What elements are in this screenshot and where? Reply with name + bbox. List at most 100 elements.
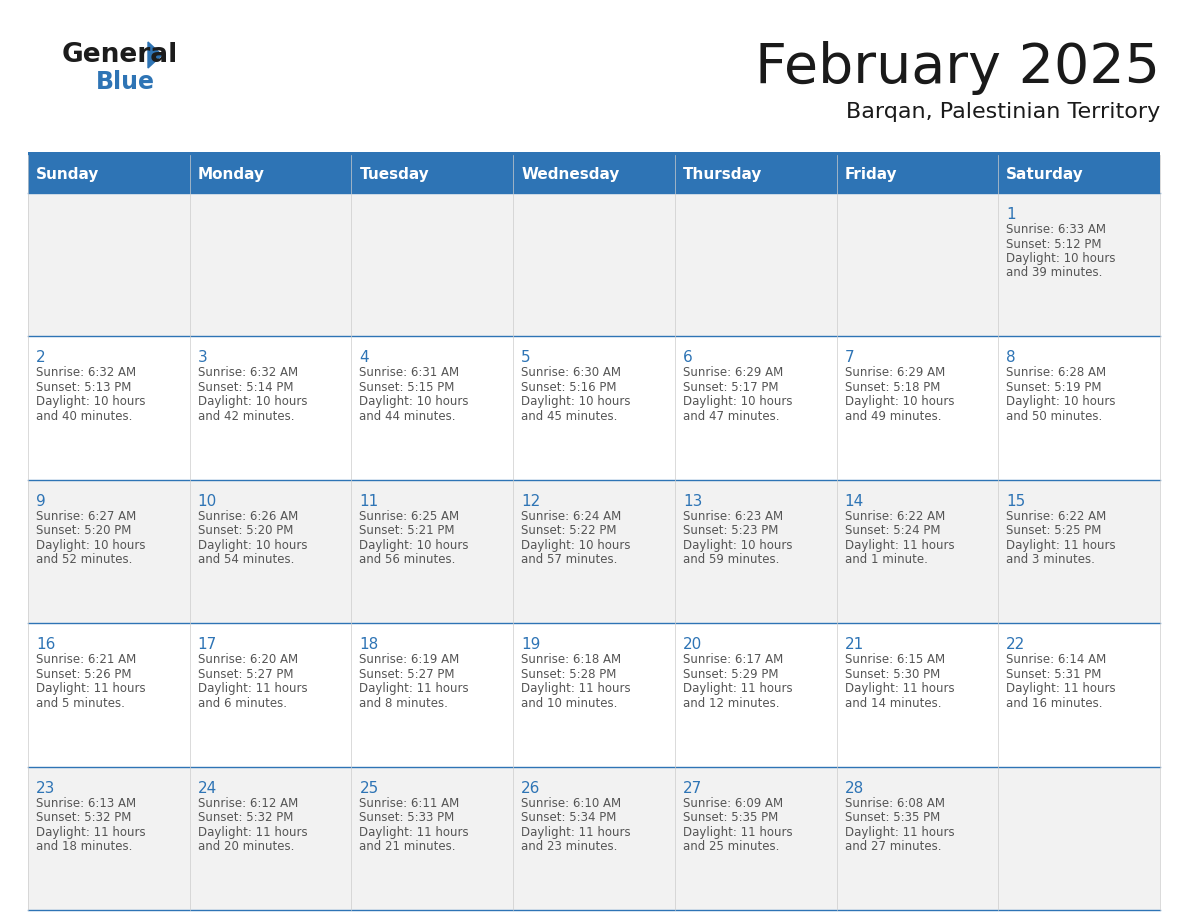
Text: Sunrise: 6:18 AM: Sunrise: 6:18 AM [522, 654, 621, 666]
Bar [675, 767, 836, 910]
Text: Sunrise: 6:22 AM: Sunrise: 6:22 AM [1006, 509, 1106, 522]
Text: Daylight: 10 hours: Daylight: 10 hours [522, 396, 631, 409]
Text: Sunset: 5:27 PM: Sunset: 5:27 PM [360, 667, 455, 681]
Text: Sunset: 5:12 PM: Sunset: 5:12 PM [1006, 238, 1101, 251]
Text: Sunrise: 6:32 AM: Sunrise: 6:32 AM [36, 366, 137, 379]
Bar [998, 480, 1159, 623]
Text: Daylight: 11 hours: Daylight: 11 hours [360, 825, 469, 839]
Text: 16: 16 [36, 637, 56, 652]
Text: Daylight: 11 hours: Daylight: 11 hours [360, 682, 469, 695]
Text: Sunrise: 6:20 AM: Sunrise: 6:20 AM [197, 654, 298, 666]
Text: Sunrise: 6:08 AM: Sunrise: 6:08 AM [845, 797, 944, 810]
Bar [29, 336, 190, 480]
Text: Daylight: 10 hours: Daylight: 10 hours [1006, 252, 1116, 265]
Text: Sunset: 5:26 PM: Sunset: 5:26 PM [36, 667, 132, 681]
Text: Sunrise: 6:32 AM: Sunrise: 6:32 AM [197, 366, 298, 379]
Text: Sunrise: 6:12 AM: Sunrise: 6:12 AM [197, 797, 298, 810]
Bar [836, 767, 998, 910]
Text: Sunrise: 6:27 AM: Sunrise: 6:27 AM [36, 509, 137, 522]
Text: and 5 minutes.: and 5 minutes. [36, 697, 125, 710]
Text: Sunrise: 6:10 AM: Sunrise: 6:10 AM [522, 797, 621, 810]
Text: Daylight: 10 hours: Daylight: 10 hours [197, 539, 308, 552]
Bar [675, 480, 836, 623]
Text: Sunset: 5:24 PM: Sunset: 5:24 PM [845, 524, 940, 537]
Text: Sunset: 5:29 PM: Sunset: 5:29 PM [683, 667, 778, 681]
Text: Sunset: 5:27 PM: Sunset: 5:27 PM [197, 667, 293, 681]
Text: and 59 minutes.: and 59 minutes. [683, 554, 779, 566]
Text: Daylight: 10 hours: Daylight: 10 hours [360, 396, 469, 409]
Text: Sunset: 5:20 PM: Sunset: 5:20 PM [197, 524, 293, 537]
Text: and 44 minutes.: and 44 minutes. [360, 410, 456, 423]
Bar [998, 155, 1159, 193]
Text: Daylight: 11 hours: Daylight: 11 hours [845, 825, 954, 839]
Bar [513, 767, 675, 910]
Bar [675, 155, 836, 193]
Text: and 49 minutes.: and 49 minutes. [845, 410, 941, 423]
Text: Wednesday: Wednesday [522, 166, 619, 182]
Text: Sunset: 5:28 PM: Sunset: 5:28 PM [522, 667, 617, 681]
Bar [513, 623, 675, 767]
Text: 9: 9 [36, 494, 46, 509]
Text: Sunset: 5:33 PM: Sunset: 5:33 PM [360, 812, 455, 824]
Text: Monday: Monday [197, 166, 265, 182]
Text: and 16 minutes.: and 16 minutes. [1006, 697, 1102, 710]
Text: Sunset: 5:22 PM: Sunset: 5:22 PM [522, 524, 617, 537]
Text: 3: 3 [197, 351, 208, 365]
Text: and 1 minute.: and 1 minute. [845, 554, 928, 566]
Text: Sunset: 5:34 PM: Sunset: 5:34 PM [522, 812, 617, 824]
Text: and 3 minutes.: and 3 minutes. [1006, 554, 1095, 566]
Text: Sunrise: 6:15 AM: Sunrise: 6:15 AM [845, 654, 944, 666]
Text: Sunset: 5:18 PM: Sunset: 5:18 PM [845, 381, 940, 394]
Text: Daylight: 10 hours: Daylight: 10 hours [683, 396, 792, 409]
Text: Daylight: 11 hours: Daylight: 11 hours [845, 682, 954, 695]
Text: Sunset: 5:15 PM: Sunset: 5:15 PM [360, 381, 455, 394]
Text: Daylight: 10 hours: Daylight: 10 hours [1006, 396, 1116, 409]
Text: and 6 minutes.: and 6 minutes. [197, 697, 286, 710]
Text: Sunrise: 6:25 AM: Sunrise: 6:25 AM [360, 509, 460, 522]
Bar [29, 155, 190, 193]
Text: Sunrise: 6:13 AM: Sunrise: 6:13 AM [36, 797, 137, 810]
Text: and 8 minutes.: and 8 minutes. [360, 697, 448, 710]
Text: 4: 4 [360, 351, 369, 365]
Text: 8: 8 [1006, 351, 1016, 365]
Text: Daylight: 11 hours: Daylight: 11 hours [845, 539, 954, 552]
Bar [513, 155, 675, 193]
Text: 19: 19 [522, 637, 541, 652]
Text: Sunrise: 6:14 AM: Sunrise: 6:14 AM [1006, 654, 1106, 666]
Text: General: General [62, 42, 178, 68]
Bar [675, 336, 836, 480]
Text: Daylight: 10 hours: Daylight: 10 hours [522, 539, 631, 552]
Text: Sunrise: 6:26 AM: Sunrise: 6:26 AM [197, 509, 298, 522]
Text: Sunday: Sunday [36, 166, 100, 182]
Bar [836, 155, 998, 193]
Text: Sunset: 5:19 PM: Sunset: 5:19 PM [1006, 381, 1101, 394]
Bar [513, 336, 675, 480]
Text: Sunrise: 6:28 AM: Sunrise: 6:28 AM [1006, 366, 1106, 379]
Text: Sunrise: 6:31 AM: Sunrise: 6:31 AM [360, 366, 460, 379]
Text: 5: 5 [522, 351, 531, 365]
Text: and 20 minutes.: and 20 minutes. [197, 840, 295, 853]
Text: 2: 2 [36, 351, 45, 365]
Text: Blue: Blue [96, 70, 154, 94]
Text: 7: 7 [845, 351, 854, 365]
Text: Sunrise: 6:23 AM: Sunrise: 6:23 AM [683, 509, 783, 522]
Text: and 14 minutes.: and 14 minutes. [845, 697, 941, 710]
Text: Daylight: 11 hours: Daylight: 11 hours [522, 825, 631, 839]
Text: Sunset: 5:14 PM: Sunset: 5:14 PM [197, 381, 293, 394]
Text: Sunrise: 6:17 AM: Sunrise: 6:17 AM [683, 654, 783, 666]
Text: Sunset: 5:35 PM: Sunset: 5:35 PM [683, 812, 778, 824]
Text: and 47 minutes.: and 47 minutes. [683, 410, 779, 423]
Text: Sunset: 5:25 PM: Sunset: 5:25 PM [1006, 524, 1101, 537]
Text: 22: 22 [1006, 637, 1025, 652]
Bar [29, 152, 1159, 155]
Text: Friday: Friday [845, 166, 897, 182]
Text: Sunrise: 6:19 AM: Sunrise: 6:19 AM [360, 654, 460, 666]
Text: and 57 minutes.: and 57 minutes. [522, 554, 618, 566]
Text: and 27 minutes.: and 27 minutes. [845, 840, 941, 853]
Text: Sunrise: 6:22 AM: Sunrise: 6:22 AM [845, 509, 944, 522]
Text: Barqan, Palestinian Territory: Barqan, Palestinian Territory [846, 102, 1159, 122]
Text: and 42 minutes.: and 42 minutes. [197, 410, 295, 423]
Text: Sunset: 5:21 PM: Sunset: 5:21 PM [360, 524, 455, 537]
Text: Daylight: 10 hours: Daylight: 10 hours [36, 539, 145, 552]
Bar [675, 623, 836, 767]
